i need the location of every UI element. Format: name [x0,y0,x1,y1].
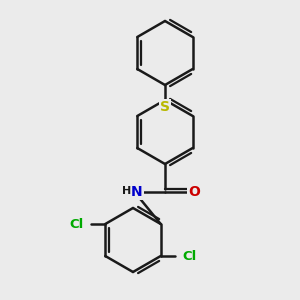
Text: Cl: Cl [69,218,83,230]
Text: O: O [188,185,200,199]
Text: N: N [131,185,143,199]
Text: S: S [160,100,170,114]
Text: Cl: Cl [183,250,197,262]
Text: H: H [122,186,132,196]
